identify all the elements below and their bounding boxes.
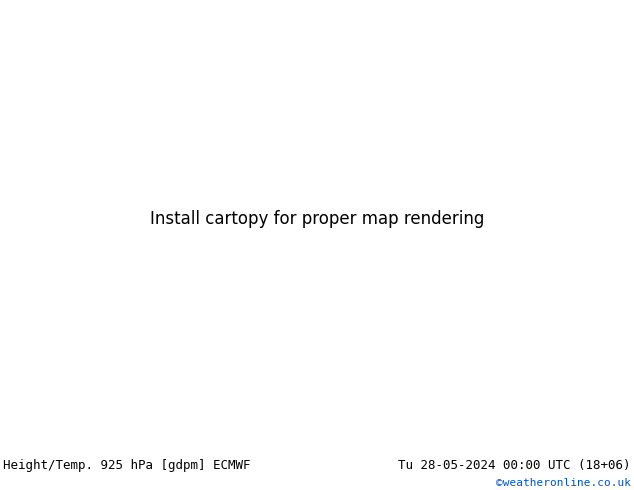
Text: Height/Temp. 925 hPa [gdpm] ECMWF: Height/Temp. 925 hPa [gdpm] ECMWF <box>3 459 250 472</box>
Text: Install cartopy for proper map rendering: Install cartopy for proper map rendering <box>150 210 484 228</box>
Text: Tu 28-05-2024 00:00 UTC (18+06): Tu 28-05-2024 00:00 UTC (18+06) <box>398 459 631 472</box>
Text: ©weatheronline.co.uk: ©weatheronline.co.uk <box>496 478 631 488</box>
